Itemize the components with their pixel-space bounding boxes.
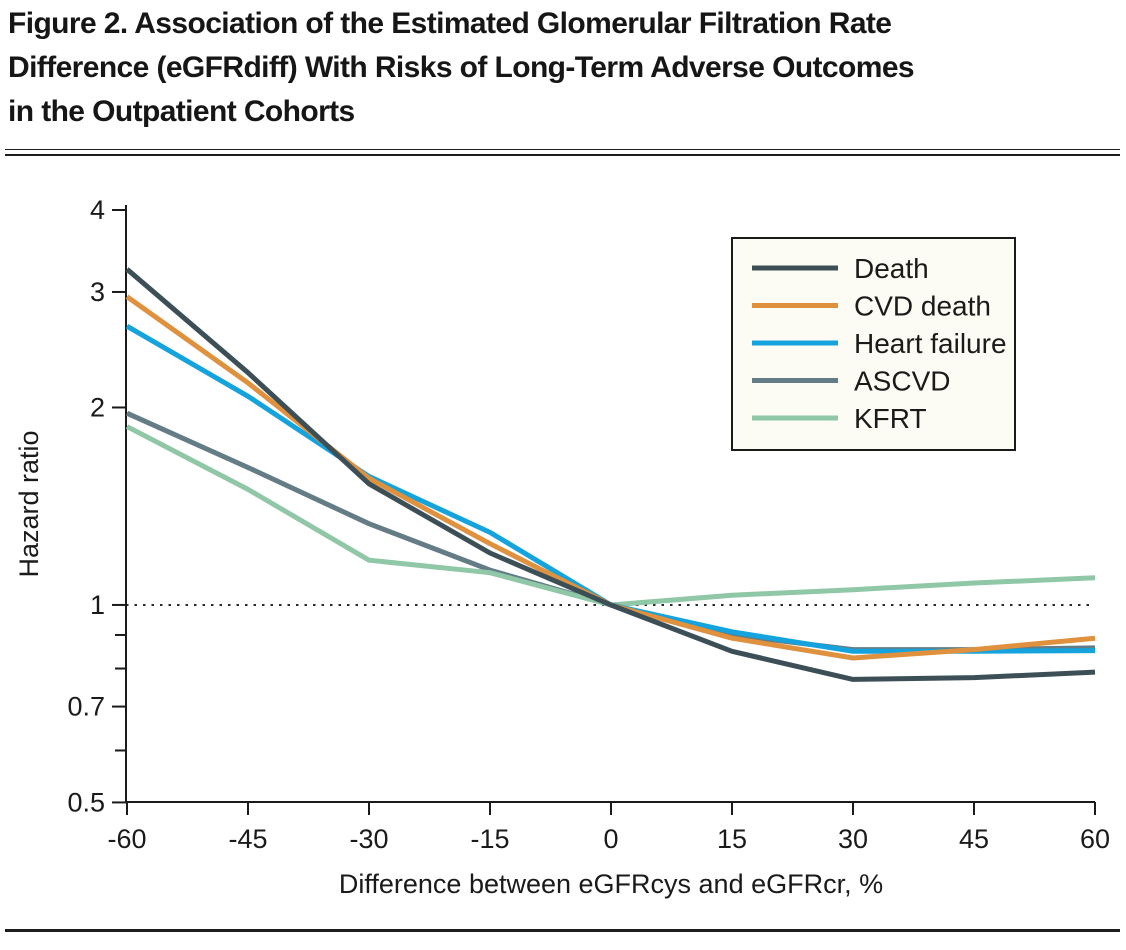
x-tick-label: 45 <box>959 824 989 854</box>
figure-title: Figure 2. Association of the Estimated G… <box>8 2 1088 134</box>
y-tick-label: 2 <box>90 392 105 422</box>
bottom-rule <box>5 929 1120 932</box>
legend-label-cvd-death: CVD death <box>854 291 991 322</box>
hazard-ratio-chart: Difference between eGFRcys and eGFRcr, %… <box>14 195 1110 899</box>
legend-label-ascvd: ASCVD <box>854 366 950 397</box>
x-tick-label: 0 <box>603 824 618 854</box>
x-tick-label: 15 <box>717 824 747 854</box>
legend-label-kfrt: KFRT <box>854 403 927 434</box>
y-tick-label: 3 <box>90 277 105 307</box>
y-axis-title: Hazard ratio <box>14 430 44 577</box>
x-tick-label: -60 <box>107 824 146 854</box>
y-tick-label: 0.5 <box>67 787 105 817</box>
figure-title-line2: Difference (eGFRdiff) With Risks of Long… <box>8 51 915 84</box>
y-tick-label: 0.7 <box>67 692 105 722</box>
title-divider-rule <box>5 149 1120 156</box>
y-tick-label: 1 <box>90 590 105 620</box>
x-tick-label: -15 <box>470 824 509 854</box>
legend-label-heart-failure: Heart failure <box>854 328 1007 359</box>
x-tick-label: -30 <box>349 824 388 854</box>
x-tick-label: 60 <box>1080 824 1110 854</box>
legend-label-death: Death <box>854 253 929 284</box>
x-axis-title: Difference between eGFRcys and eGFRcr, % <box>339 869 883 899</box>
figure-title-line1: Figure 2. Association of the Estimated G… <box>8 7 892 40</box>
series-line-death <box>125 267 1096 682</box>
y-tick-label: 4 <box>90 195 105 225</box>
chart-area: Difference between eGFRcys and eGFRcr, %… <box>0 160 1126 930</box>
figure-title-line3: in the Outpatient Cohorts <box>8 95 355 128</box>
x-tick-label: -45 <box>228 824 267 854</box>
series-line-kfrt <box>125 424 1096 608</box>
x-tick-label: 30 <box>838 824 868 854</box>
